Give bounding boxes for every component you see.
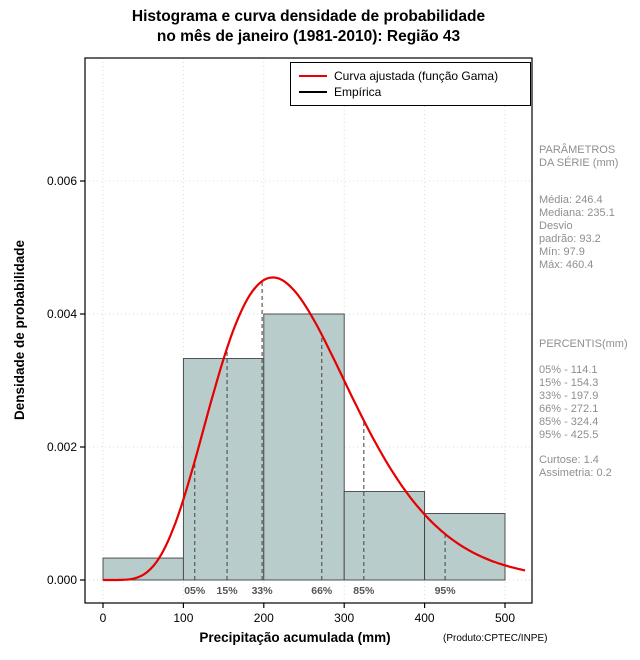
stat-min: Mín: 97.9 [539,246,585,258]
chart-title-line2: no mês de janeiro (1981-2010): Região 43 [156,28,461,45]
stat-curtose: Curtose: 1.4 [539,454,599,466]
histogram-bar [424,513,506,581]
x-tick-label: 400 [415,611,435,625]
y-tick-label: 0.002 [47,440,77,454]
histogram-bar [182,358,265,581]
fitted-curve-line-sample [299,75,327,77]
chart-title-line1: Histograma e curva densidade de probabil… [131,8,486,25]
percentis-header: PERCENTIS(mm) [539,338,628,350]
y-tick-label: 0.000 [47,573,77,587]
legend-row-fitted: Curva ajustada (função Gama) [299,69,522,83]
legend-fitted-label: Curva ajustada (função Gama) [334,69,499,83]
percentil-85: 85% - 324.4 [539,416,599,428]
percentil-95: 95% - 425.5 [539,429,599,441]
legend-empirical-label: Empírica [334,85,382,99]
y-tick-label: 0.004 [47,307,77,321]
percentil-05: 05% - 114.1 [539,364,598,376]
gamma-curve [103,276,526,582]
stat-mediana: Mediana: 235.1 [539,207,615,219]
percentil-33: 33% - 197.9 [539,390,599,402]
percentile-label: 85% [353,585,375,597]
percentil-66: 66% - 272.1 [539,403,599,415]
stat-assimetria: Assimetria: 0.2 [539,467,612,479]
y-tick-label: 0.006 [47,174,77,188]
x-tick-label: 0 [100,611,107,625]
histogram-bar [263,313,345,581]
percentile-label: 66% [311,585,333,597]
percentile-label: 05% [184,585,206,597]
y-axis-label: Densidade de probabilidade [12,239,27,420]
x-axis-label: Precipitação acumulada (mm) [199,630,390,645]
stat-desvio-line1: Desvio [539,220,573,232]
credit-label: (Produto:CPTEC/INPE) [443,633,547,644]
histogram-bar [343,491,426,581]
percentile-label: 95% [435,585,457,597]
stat-max: Máx: 460.4 [539,259,594,271]
x-tick-label: 200 [254,611,274,625]
x-tick-label: 500 [495,611,515,625]
params-header-line2: DA SÉRIE (mm) [539,157,619,169]
plot-border [84,57,533,604]
percentile-label: 15% [217,585,239,597]
histogram-bar [102,557,184,581]
empirical-line-sample [299,91,327,93]
legend-row-empirical: Empírica [299,85,522,99]
legend-box: Curva ajustada (função Gama) Empírica [290,62,531,106]
percentil-15: 15% - 154.3 [539,377,599,389]
percentile-label: 33% [252,585,274,597]
stat-desvio-line2: padrão: 93.2 [539,233,601,245]
stat-media: Média: 246.4 [539,194,603,206]
params-header-line1: PARÂMETROS [539,144,616,156]
x-tick-label: 300 [334,611,354,625]
x-tick-label: 100 [173,611,193,625]
chart-title: Histograma e curva densidade de probabil… [0,7,617,47]
side-panel: PARÂMETROS DA SÉRIE (mm) Média: 246.4 Me… [539,144,639,480]
